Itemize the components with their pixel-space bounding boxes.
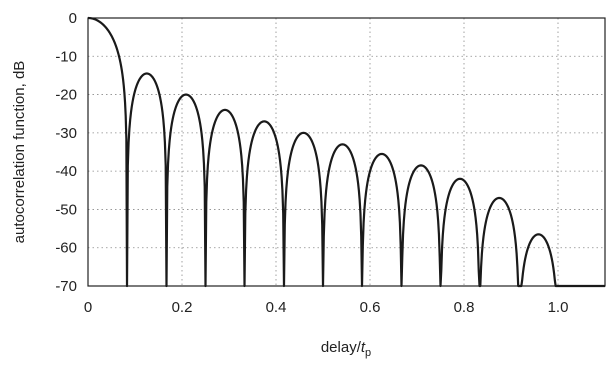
x-tick-label: 0.2	[172, 299, 193, 316]
autocorrelation-curve	[87, 16, 605, 288]
y-axis-label: autocorrelation function, dB	[11, 61, 28, 244]
x-tick-label: 1.0	[548, 299, 569, 316]
y-tick-label: -10	[55, 48, 77, 65]
plot-frame	[87, 17, 606, 287]
y-tick-labels: 0 -10 -20 -30 -40 -50 -60 -70	[55, 10, 77, 295]
grid-lines	[88, 18, 605, 286]
y-tick-label: -70	[55, 278, 77, 295]
x-tick-label: 0.4	[266, 299, 287, 316]
x-tick-label: 0.8	[454, 299, 475, 316]
y-tick-label: -60	[55, 240, 77, 257]
y-tick-label: 0	[69, 10, 77, 27]
x-tick-labels: 0 0.2 0.4 0.6 0.8 1.0	[84, 299, 569, 316]
x-tick-label: 0.6	[360, 299, 381, 316]
x-axis-label: delay/tp	[321, 339, 371, 359]
y-tick-label: -30	[55, 125, 77, 142]
y-tick-label: -40	[55, 163, 77, 180]
x-tick-label: 0	[84, 299, 92, 316]
y-tick-label: -20	[55, 87, 77, 104]
y-tick-label: -50	[55, 201, 77, 218]
